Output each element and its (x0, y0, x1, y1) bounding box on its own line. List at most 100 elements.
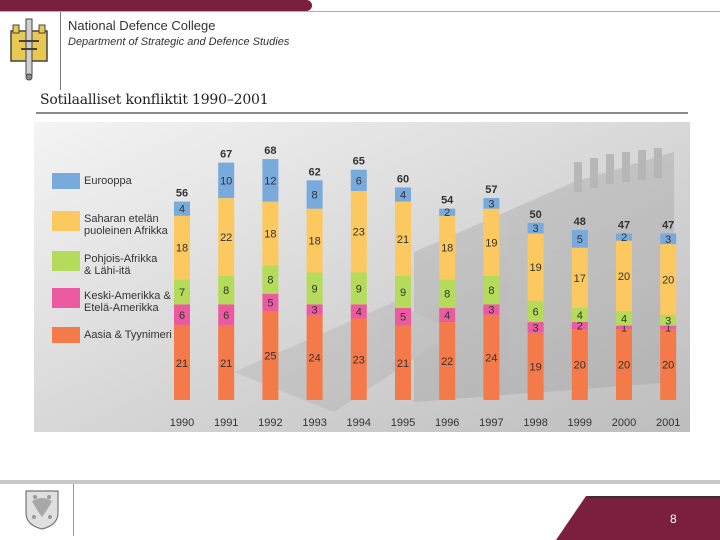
bar-segment-1990-s0 (174, 325, 190, 400)
segment-label-1990-s4: 4 (179, 204, 185, 216)
segment-label-1996-s3: 18 (441, 243, 453, 255)
segment-label-1995-s0: 21 (397, 358, 409, 370)
total-label-1999: 48 (574, 216, 586, 228)
bar-segment-1993-s3 (306, 208, 323, 273)
bar-segment-2000-s4 (616, 233, 632, 241)
segment-label-2000-s1: 1 (621, 322, 627, 334)
segment-label-1993-s4: 8 (312, 190, 318, 202)
bar-segment-1990-s4 (174, 201, 190, 216)
segment-label-1992-s1: 5 (267, 298, 273, 310)
total-label-1992: 68 (264, 145, 276, 157)
bar-segment-1990-s1 (174, 304, 190, 326)
bar-segment-1998-s1 (527, 322, 544, 333)
bar-segment-1997-s1 (483, 304, 500, 315)
segment-label-1992-s2: 8 (267, 275, 273, 287)
segment-label-1998-s2: 6 (533, 306, 539, 318)
bar-segment-2000-s3 (616, 240, 632, 312)
segment-label-1993-s3: 18 (308, 236, 320, 248)
bar-segment-2000-s0 (616, 329, 632, 400)
segment-label-1993-s0: 24 (308, 352, 320, 364)
bar-segment-1991-s4 (218, 162, 235, 199)
x-tick-1993: 1993 (302, 417, 326, 429)
legend-label-1-0: Saharan etelän (84, 213, 159, 225)
legend-label-3-0: Keski-Amerikka & (84, 290, 171, 302)
bar-segment-1998-s2 (527, 300, 544, 323)
bar-segment-1999-s1 (571, 322, 588, 330)
x-tick-1995: 1995 (391, 417, 415, 429)
segment-label-1999-s3: 17 (574, 273, 586, 285)
segment-label-1997-s4: 3 (488, 198, 494, 210)
segment-label-1997-s0: 24 (485, 352, 497, 364)
segment-label-1994-s3: 23 (353, 227, 365, 239)
segment-label-2001-s4: 3 (665, 234, 671, 246)
bar-segment-1994-s3 (350, 190, 367, 273)
x-tick-1991: 1991 (214, 417, 238, 429)
segment-label-1991-s4: 10 (220, 175, 232, 187)
legend-label-3-1: Etelä-Amerikka (84, 302, 159, 314)
segment-label-1997-s3: 19 (485, 237, 497, 249)
segment-label-1997-s1: 3 (488, 305, 494, 317)
segment-label-2000-s2: 4 (621, 314, 627, 326)
segment-label-1992-s4: 12 (264, 175, 276, 187)
bar-segment-2001-s0 (660, 329, 677, 400)
x-tick-2000: 2000 (612, 417, 636, 429)
bar-segment-1991-s2 (218, 276, 235, 305)
total-label-1994: 65 (353, 156, 365, 168)
segment-label-1995-s2: 9 (400, 287, 406, 299)
legend-label-1-1: puoleinen Afrikka (84, 225, 169, 237)
total-label-1995: 60 (397, 173, 409, 185)
title-rule (36, 112, 688, 114)
segment-label-1991-s1: 6 (223, 310, 229, 322)
bar-segment-1990-s2 (174, 279, 190, 305)
bar-segment-2001-s3 (660, 244, 677, 315)
segment-label-1994-s2: 9 (356, 283, 362, 295)
bar-segment-1992-s0 (262, 311, 279, 400)
legend-swatch-0 (52, 173, 80, 189)
bar-segment-1993-s2 (306, 272, 323, 305)
bar-segment-1997-s2 (483, 276, 500, 305)
bar-segment-1996-s4 (439, 208, 456, 216)
legend-label-2-1: & Lähi-itä (84, 265, 131, 277)
bar-segment-1996-s3 (439, 215, 456, 280)
bar-segment-1995-s3 (395, 201, 411, 276)
bar-segment-2001-s2 (660, 314, 677, 326)
footer-accent-wedge (556, 496, 720, 540)
bar-segment-1999-s4 (571, 229, 588, 248)
segment-label-1995-s1: 5 (400, 312, 406, 324)
bar-segment-1990-s3 (174, 215, 190, 280)
header-divider (60, 12, 61, 90)
x-tick-1997: 1997 (479, 417, 503, 429)
x-tick-2001: 2001 (656, 417, 680, 429)
segment-label-1999-s1: 2 (577, 321, 583, 333)
segment-label-1991-s0: 21 (220, 358, 232, 370)
legend-swatch-2 (52, 251, 80, 271)
bar-segment-1995-s4 (395, 187, 411, 202)
bar-segment-2001-s4 (660, 233, 677, 245)
segment-label-1998-s1: 3 (533, 322, 539, 334)
segment-label-1993-s1: 3 (312, 305, 318, 317)
segment-label-1996-s2: 8 (444, 289, 450, 301)
segment-label-1997-s2: 8 (488, 285, 494, 297)
segment-label-1996-s4: 2 (444, 207, 450, 219)
segment-label-1999-s0: 20 (574, 360, 586, 372)
segment-label-2000-s0: 20 (618, 360, 630, 372)
bar-segment-1991-s3 (218, 198, 235, 276)
segment-label-1996-s0: 22 (441, 356, 453, 368)
legend-label-2-0: Pohjois-Afrikka (84, 253, 158, 265)
bar-segment-1992-s3 (262, 201, 279, 266)
legend-swatch-4 (52, 327, 80, 343)
segment-label-2001-s3: 20 (662, 275, 674, 287)
x-tick-1992: 1992 (258, 417, 282, 429)
legend-label-4-0: Aasia & Tyynimeri (84, 329, 172, 341)
bar-segment-1998-s4 (527, 222, 544, 234)
bar-segment-1992-s1 (262, 293, 279, 312)
x-tick-1994: 1994 (347, 417, 371, 429)
total-label-1991: 67 (220, 149, 232, 161)
page-number: 8 (670, 512, 677, 526)
segment-label-1994-s0: 23 (353, 354, 365, 366)
segment-label-1993-s2: 9 (312, 283, 318, 295)
bar-segment-1997-s4 (483, 198, 500, 209)
bar-segment-1999-s0 (571, 329, 588, 400)
footer-divider (0, 480, 720, 484)
bar-segment-1998-s0 (527, 332, 544, 400)
